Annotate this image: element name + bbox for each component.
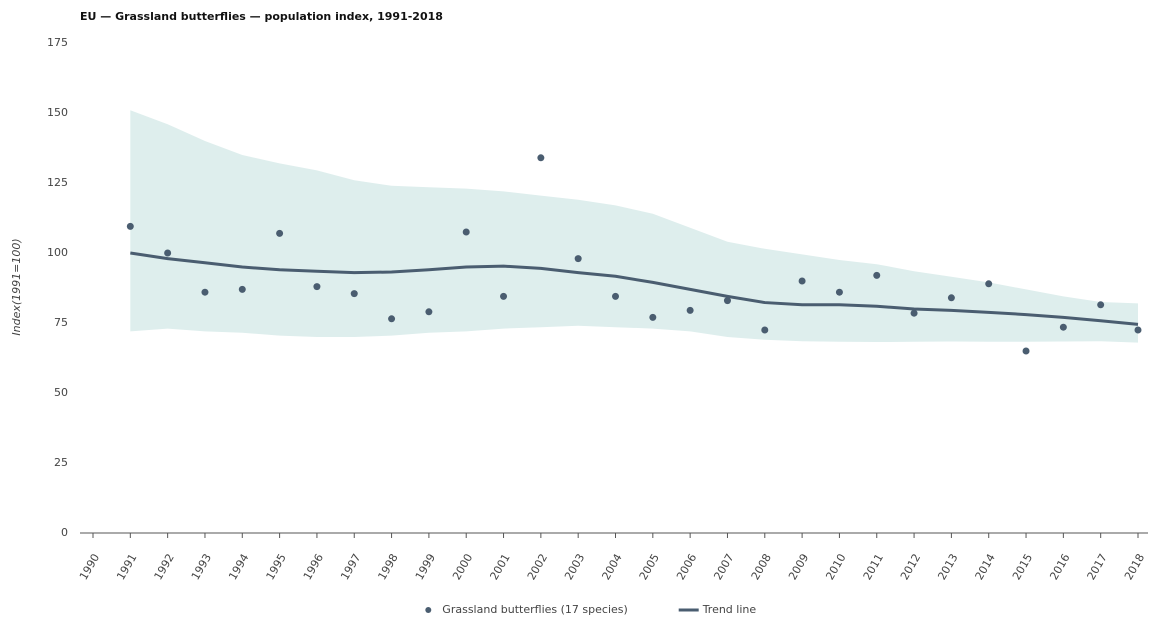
data-point — [574, 255, 582, 263]
confidence-band — [130, 110, 1139, 343]
data-point — [910, 309, 918, 317]
legend-label: Trend line — [702, 603, 757, 616]
x-tick-label: 2000 — [450, 552, 475, 583]
data-point — [1022, 347, 1030, 355]
x-tick-label: 2001 — [487, 552, 512, 583]
data-point — [500, 292, 508, 300]
data-point — [873, 271, 881, 279]
data-point — [723, 297, 731, 305]
x-tick-label: 1999 — [413, 552, 438, 583]
y-tick-label: 50 — [54, 386, 68, 399]
data-point — [835, 288, 843, 296]
x-tick-label: 2008 — [749, 552, 774, 583]
x-tick-label: 1997 — [338, 552, 363, 583]
y-axis-label: Index(1991=100) — [10, 238, 23, 335]
data-point — [985, 280, 993, 288]
data-point — [1097, 301, 1105, 309]
x-tick-label: 2006 — [674, 552, 699, 583]
x-tick-label: 1991 — [114, 552, 139, 583]
y-tick-label: 25 — [54, 456, 68, 469]
data-point — [388, 315, 396, 323]
legend-marker — [425, 607, 432, 613]
y-tick-label: 175 — [47, 36, 68, 49]
data-point — [238, 285, 246, 293]
data-point — [612, 292, 619, 300]
x-tick-label: 1996 — [301, 552, 326, 583]
data-point — [201, 288, 209, 296]
x-tick-label: 2004 — [599, 552, 624, 583]
data-point — [761, 326, 769, 334]
x-tick-label: 1994 — [226, 552, 251, 583]
trend-line — [130, 251, 1139, 326]
x-tick-label: 2011 — [861, 552, 886, 583]
x-tick-label: 1993 — [189, 552, 214, 583]
data-point — [537, 154, 545, 162]
x-tick-label: 2007 — [711, 552, 736, 583]
x-tick-label: 1992 — [152, 552, 177, 583]
data-point — [649, 313, 657, 321]
x-tick-label: 2018 — [1122, 552, 1147, 583]
data-point — [350, 290, 358, 298]
x-tick-label: 1998 — [376, 552, 401, 583]
x-tick-label: 1990 — [77, 552, 102, 583]
x-tick-label: 2003 — [562, 552, 587, 583]
data-point — [164, 249, 172, 257]
x-tick-label: 2005 — [637, 552, 662, 583]
data-point — [126, 222, 134, 230]
x-tick-label: 2015 — [1010, 552, 1035, 583]
x-tick-label: 2002 — [525, 552, 550, 583]
data-point — [313, 283, 321, 291]
chart-title: EU — Grassland butterflies — population … — [80, 10, 443, 23]
data-point — [947, 294, 955, 302]
x-tick-label: 2012 — [898, 552, 923, 583]
y-tick-label: 0 — [61, 526, 68, 539]
y-tick-label: 125 — [47, 176, 68, 189]
x-tick-label: 2017 — [1085, 552, 1110, 583]
y-tick-label: 75 — [54, 316, 68, 329]
data-point — [276, 229, 284, 237]
data-point — [798, 277, 806, 285]
data-point — [1134, 326, 1142, 334]
legend-label: Grassland butterflies (17 species) — [442, 603, 628, 616]
x-tick-label: 2010 — [823, 552, 848, 583]
x-tick-label: 1995 — [264, 552, 289, 583]
x-tick-label: 2009 — [786, 552, 811, 583]
x-tick-label: 2016 — [1047, 552, 1072, 583]
data-point — [1059, 323, 1067, 331]
data-point — [425, 308, 433, 316]
x-tick-label: 2014 — [973, 552, 998, 583]
y-tick-label: 100 — [47, 246, 68, 259]
x-tick-label: 2013 — [935, 552, 960, 583]
data-point — [686, 306, 694, 314]
y-tick-label: 150 — [47, 106, 68, 119]
data-point — [462, 228, 470, 236]
